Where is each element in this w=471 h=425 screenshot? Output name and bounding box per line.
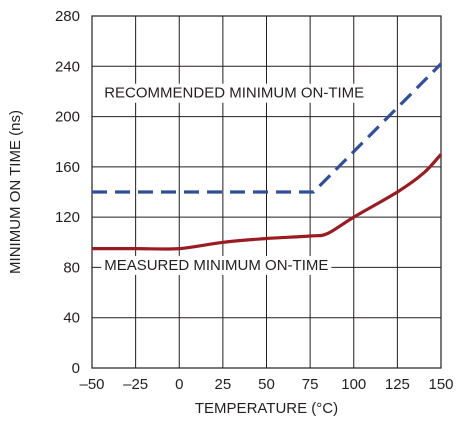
y-tick-label: 0 bbox=[72, 360, 80, 377]
series-layer bbox=[92, 62, 443, 251]
y-axis-title: MINIMUM ON TIME (ns) bbox=[7, 110, 24, 274]
x-tick-label: 50 bbox=[258, 376, 275, 393]
annotations: RECOMMENDED MINIMUM ON-TIME MEASURED MINI… bbox=[101, 83, 368, 275]
x-axis-title: TEMPERATURE (°C) bbox=[195, 400, 338, 417]
x-tick-label: –50 bbox=[79, 376, 104, 393]
y-tick-label: 40 bbox=[63, 310, 80, 327]
annotation-label: RECOMMENDED MINIMUM ON-TIME bbox=[104, 85, 364, 102]
x-tick-label: 125 bbox=[385, 376, 410, 393]
x-tick-label: 0 bbox=[175, 376, 183, 393]
x-tick-labels: –50 –25 0 25 50 75 100 125 150 bbox=[79, 376, 453, 393]
y-tick-label: 160 bbox=[55, 159, 80, 176]
x-tick-label: 25 bbox=[215, 376, 232, 393]
x-tick-label: 75 bbox=[302, 376, 319, 393]
series-line-measured bbox=[92, 153, 443, 251]
y-tick-label: 120 bbox=[55, 209, 80, 226]
series-line-recommended bbox=[92, 62, 443, 194]
y-tick-label: 80 bbox=[63, 259, 80, 276]
y-tick-label: 280 bbox=[55, 8, 80, 25]
annotation-label: MEASURED MINIMUM ON-TIME bbox=[104, 257, 328, 274]
x-tick-label: 100 bbox=[341, 376, 366, 393]
y-tick-labels: 0 40 80 120 160 200 240 280 bbox=[55, 8, 80, 377]
annotation-background bbox=[101, 83, 368, 103]
y-tick-label: 240 bbox=[55, 58, 80, 75]
x-tick-label: 150 bbox=[428, 376, 453, 393]
x-tick-label: –25 bbox=[123, 376, 148, 393]
y-tick-label: 200 bbox=[55, 109, 80, 126]
annotation-background bbox=[101, 255, 332, 275]
